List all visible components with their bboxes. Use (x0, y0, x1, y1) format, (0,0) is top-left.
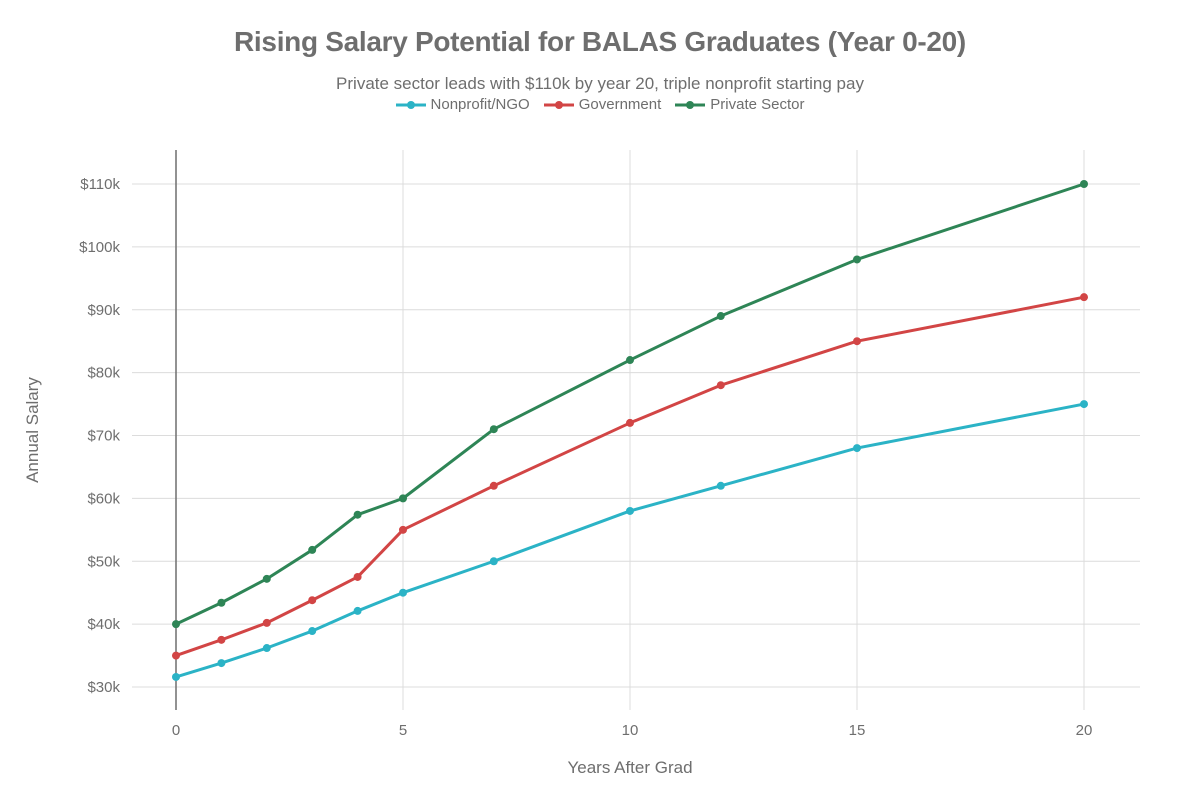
x-tick-label: 15 (849, 722, 866, 739)
y-tick-label: $100k (79, 239, 120, 256)
y-tick-label: $50k (87, 553, 120, 570)
x-tick-label: 10 (622, 722, 639, 739)
data-point[interactable] (626, 506, 634, 515)
data-point[interactable] (262, 574, 271, 583)
legend-line-marker-icon (395, 100, 426, 109)
legend-label: Private Sector (710, 96, 805, 113)
data-point[interactable] (308, 596, 317, 605)
y-tick-label: $60k (87, 490, 120, 507)
axes: $30k $40k $50k $60k $70k $80k $90k $100k $110k 0 5… (79, 150, 1092, 739)
series-government[interactable] (172, 293, 1088, 660)
legend-line-marker-icon (543, 100, 574, 109)
legend-label: Nonprofit/NGO (430, 96, 530, 113)
y-tick-label: $110k (80, 176, 120, 193)
data-point[interactable] (626, 418, 634, 427)
data-point[interactable] (172, 672, 180, 681)
data-point[interactable] (489, 425, 498, 434)
data-point[interactable] (353, 606, 362, 615)
data-point[interactable] (172, 651, 180, 660)
data-point[interactable] (399, 588, 407, 597)
legend-item-government[interactable]: Government (543, 96, 662, 113)
data-point[interactable] (217, 598, 226, 607)
series-lines[interactable] (172, 180, 1088, 681)
data-point[interactable] (399, 525, 407, 534)
series-private-sector[interactable] (172, 180, 1088, 629)
y-tick-label: $30k (87, 679, 120, 696)
x-axis-title: Years After Grad (567, 758, 692, 777)
legend-label: Government (578, 96, 662, 113)
chart-title: Rising Salary Potential for BALAS Gradua… (234, 26, 966, 57)
legend: Nonprofit/NGO Government Private Sector (0, 96, 1200, 113)
legend-line-marker-icon (675, 100, 706, 109)
data-point[interactable] (853, 444, 861, 453)
x-tick-label: 20 (1076, 722, 1093, 739)
x-tick-label: 5 (399, 722, 407, 739)
data-point[interactable] (217, 659, 226, 668)
data-point[interactable] (1080, 180, 1088, 188)
data-point[interactable] (1080, 293, 1088, 302)
y-tick-label: $80k (87, 365, 120, 382)
chart-subtitle: Private sector leads with $110k by year … (336, 74, 864, 93)
data-point[interactable] (853, 337, 861, 346)
data-point[interactable] (399, 494, 407, 503)
data-point[interactable] (716, 381, 725, 390)
x-tick-label: 0 (172, 722, 180, 739)
data-point[interactable] (262, 618, 271, 627)
legend-item-nonprofit-ngo[interactable]: Nonprofit/NGO (395, 96, 530, 113)
data-point[interactable] (353, 572, 362, 581)
data-point[interactable] (1080, 400, 1088, 409)
data-point[interactable] (308, 545, 317, 554)
data-point[interactable] (353, 510, 362, 519)
y-tick-label: $70k (87, 428, 120, 445)
data-point[interactable] (217, 635, 226, 644)
data-point[interactable] (489, 481, 498, 490)
data-point[interactable] (716, 312, 725, 321)
y-tick-label: $40k (87, 616, 120, 633)
y-axis-title: Annual Salary (23, 377, 42, 483)
data-point[interactable] (172, 620, 180, 629)
y-tick-label: $90k (87, 302, 120, 319)
data-point[interactable] (489, 557, 498, 566)
data-point[interactable] (262, 644, 271, 653)
data-point[interactable] (853, 255, 861, 264)
legend-item-private-sector[interactable]: Private Sector (675, 96, 804, 113)
data-point[interactable] (308, 627, 317, 636)
data-point[interactable] (626, 356, 634, 365)
data-point[interactable] (716, 481, 725, 490)
series-nonprofit-ngo[interactable] (172, 400, 1088, 681)
gridlines (132, 150, 1140, 710)
